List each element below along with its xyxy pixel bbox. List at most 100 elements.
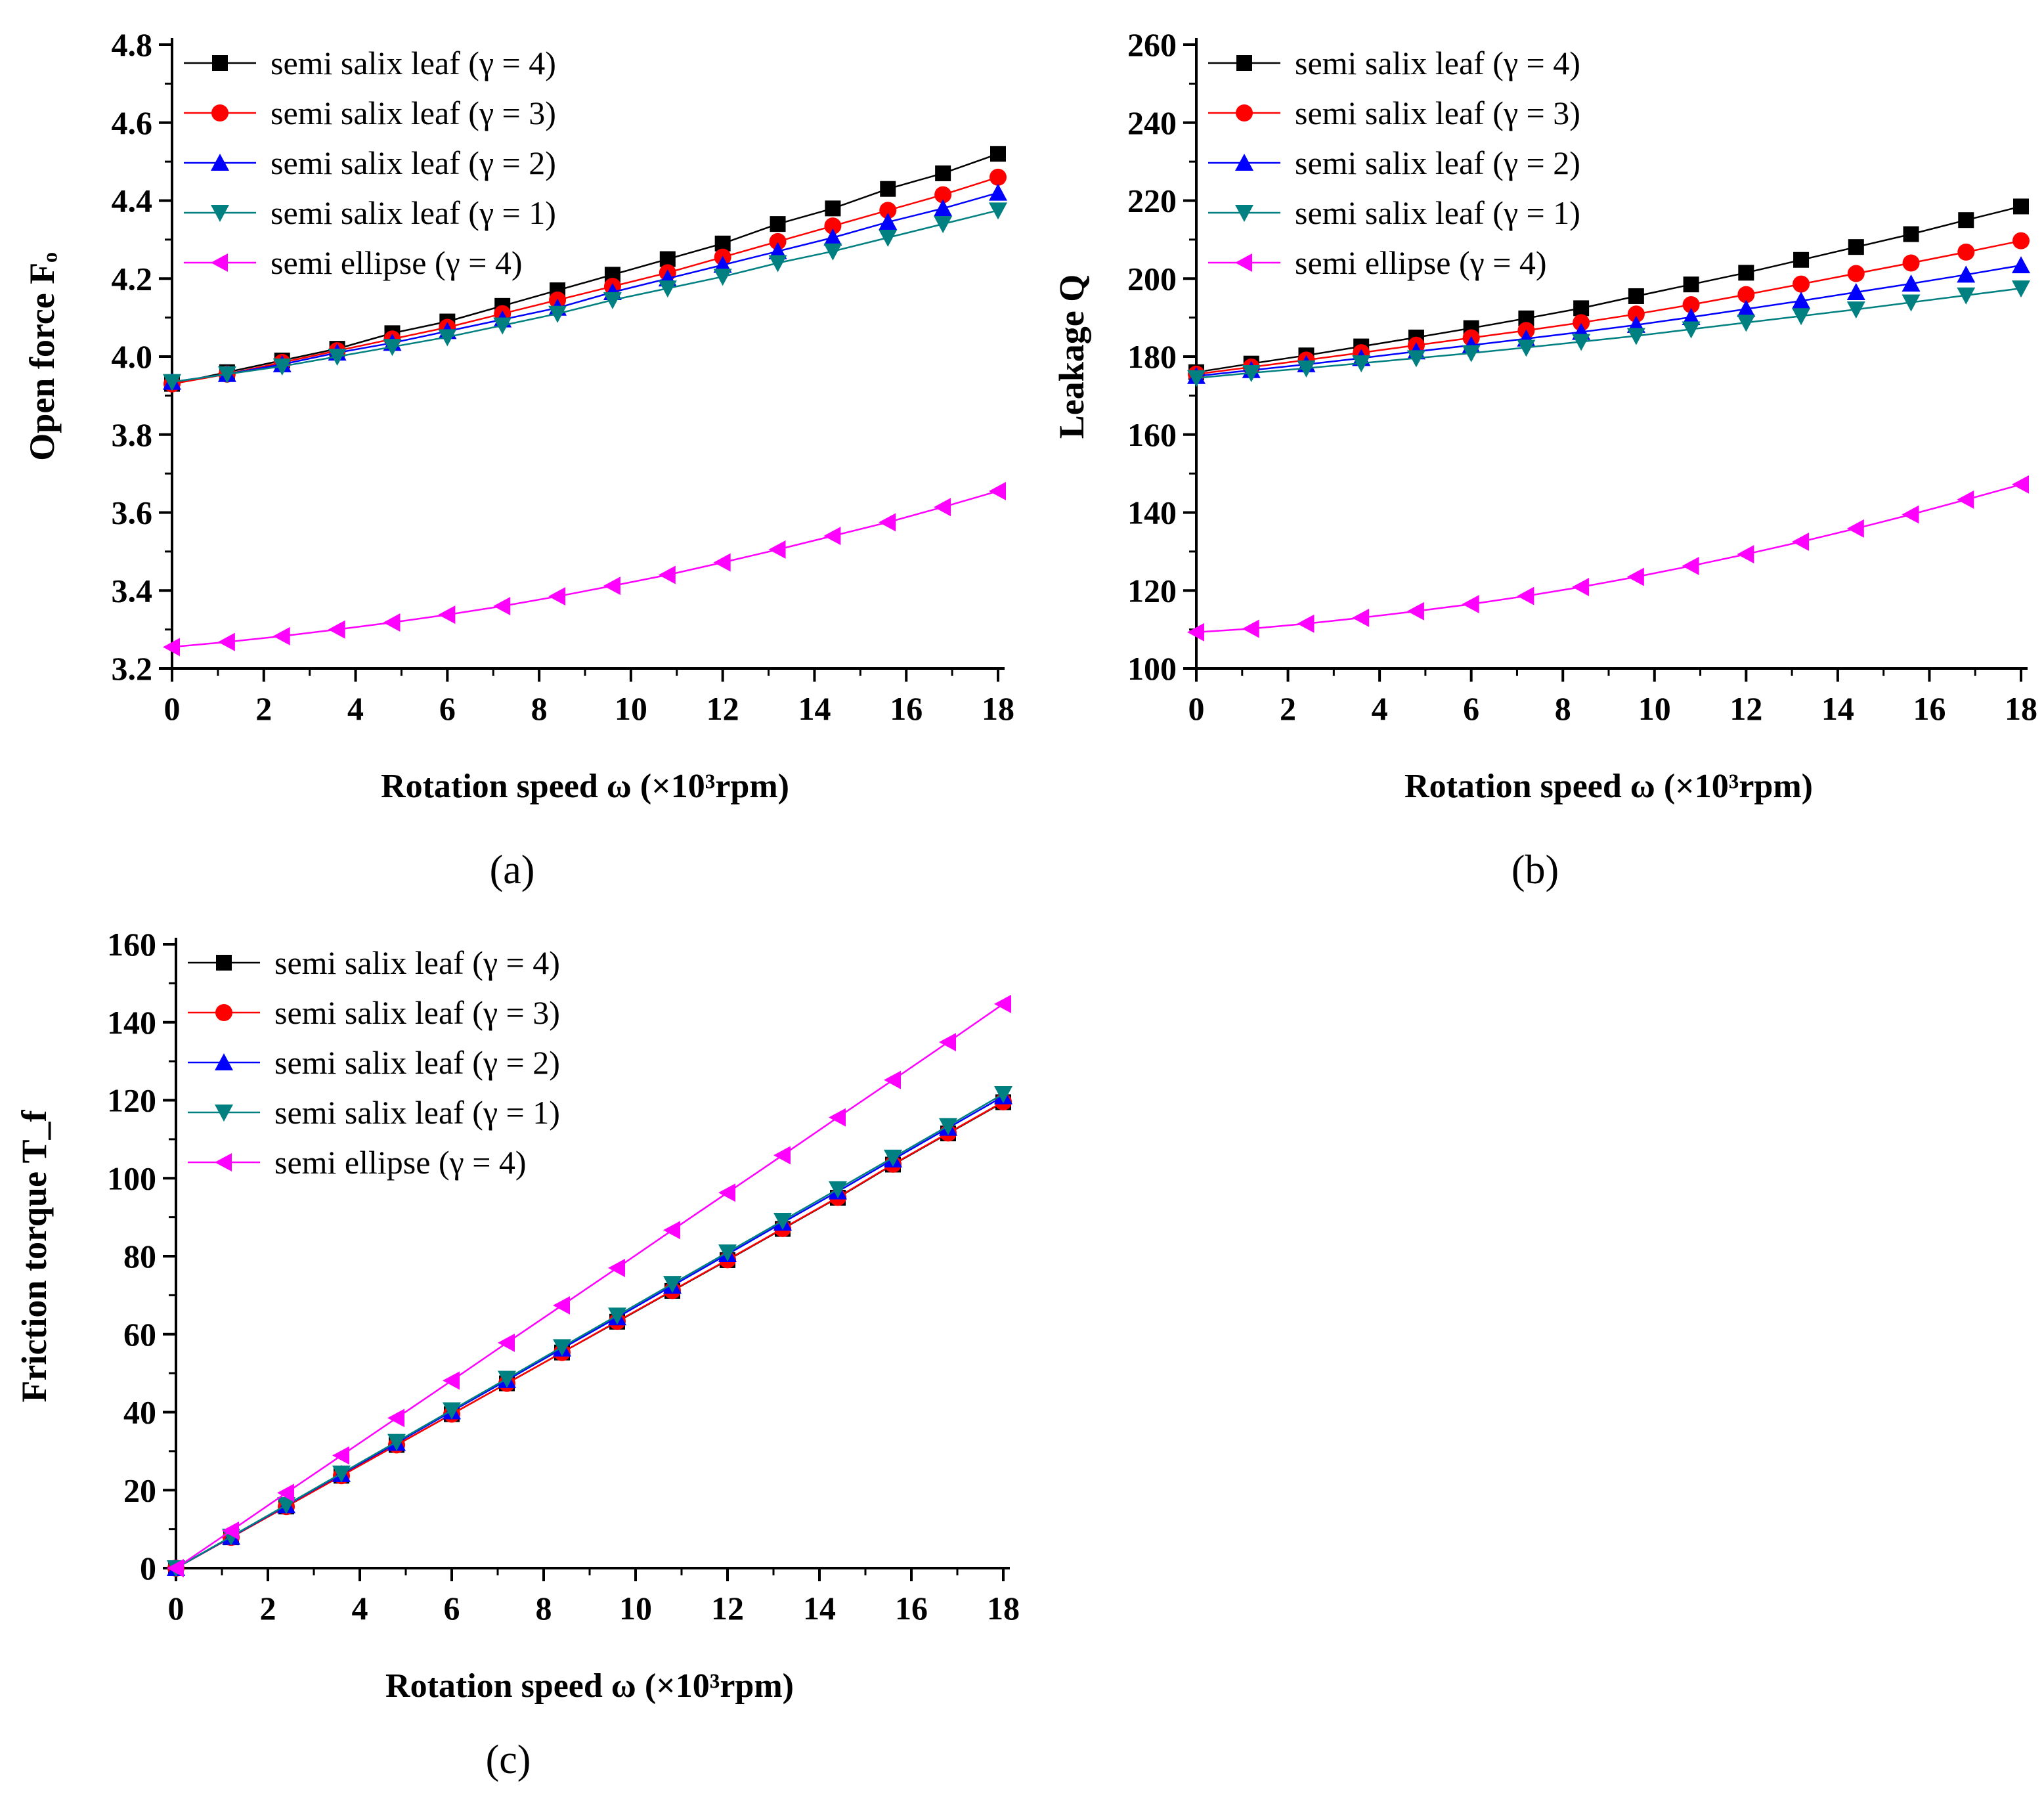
data-point-g1: [884, 1149, 902, 1167]
y-tick-label: 140: [107, 1004, 156, 1041]
data-point-el: [663, 1221, 680, 1240]
data-point-g2: [768, 242, 787, 259]
x-tick-label: 6: [439, 690, 456, 727]
series-line-g1: [1196, 287, 2022, 379]
data-point-g4: [825, 200, 841, 217]
data-point-el: [718, 1183, 735, 1202]
legend-label: semi salix leaf (γ = 4): [274, 944, 560, 981]
series-line-g4: [171, 153, 999, 385]
data-point-el: [498, 1333, 515, 1352]
y-tick-label: 20: [123, 1472, 156, 1508]
legend-marker: [1235, 154, 1253, 171]
data-point-g1: [498, 1370, 516, 1388]
data-point-g3: [989, 168, 1007, 186]
y-tick-label: 40: [123, 1394, 156, 1431]
x-tick-label: 12: [711, 1590, 744, 1627]
data-point-g4: [1793, 252, 1810, 268]
y-tick-label: 4.4: [112, 183, 153, 219]
data-point-g4: [1683, 276, 1699, 293]
data-point-el: [989, 481, 1006, 500]
data-point-el: [773, 1146, 791, 1165]
data-point-el: [332, 1446, 349, 1465]
y-tick-label: 140: [1127, 494, 1177, 531]
data-point-el: [553, 1296, 570, 1315]
x-tick-label: 14: [1821, 690, 1854, 727]
data-point-g1: [773, 1212, 792, 1230]
legend-label: semi ellipse (γ = 4): [274, 1144, 527, 1181]
data-point-g1: [1517, 339, 1536, 357]
data-point-g3: [1573, 314, 1590, 332]
data-point-el: [884, 1070, 901, 1089]
x-tick-label: 8: [536, 1590, 552, 1627]
data-point-g1: [989, 202, 1007, 220]
y-tick-label: 100: [107, 1160, 156, 1196]
data-point-g1: [1792, 308, 1811, 326]
data-point-g3: [1627, 305, 1645, 323]
x-tick-label: 0: [164, 690, 181, 727]
data-point-g1: [553, 1339, 571, 1357]
data-point-g3: [1793, 275, 1810, 293]
y-tick-label: 4.0: [112, 338, 153, 375]
data-point-el: [222, 1522, 239, 1540]
data-point-g2: [1792, 292, 1811, 309]
data-point-g1: [663, 1276, 682, 1294]
x-tick-label: 4: [352, 1590, 368, 1627]
data-point-el: [443, 1371, 460, 1390]
x-tick-label: 4: [347, 690, 364, 727]
data-point-el: [608, 1258, 625, 1277]
y-tick-label: 160: [1127, 416, 1177, 453]
data-point-g1: [217, 366, 236, 383]
x-tick-label: 8: [531, 690, 548, 727]
data-point-g4: [1738, 265, 1754, 281]
data-point-el: [713, 553, 731, 572]
data-point-g1: [879, 229, 898, 247]
data-point-el: [829, 1108, 846, 1127]
y-tick-label: 3.4: [112, 572, 153, 609]
data-point-el: [1846, 519, 1864, 538]
data-point-el: [1352, 608, 1370, 627]
series-line-g1: [175, 1093, 1004, 1569]
x-tick-label: 18: [982, 690, 1014, 727]
data-point-g1: [823, 243, 842, 261]
data-point-el: [1572, 577, 1590, 596]
data-point-g1: [1957, 287, 1976, 305]
data-point-el: [1406, 602, 1424, 621]
data-point-el: [1462, 595, 1479, 614]
y-tick-label: 120: [107, 1082, 156, 1119]
series-line-g3: [171, 176, 999, 385]
legend-marker: [211, 154, 229, 171]
y-tick-label: 4.2: [112, 260, 153, 297]
y-axis-label: Open force Fₒ: [22, 252, 62, 460]
data-point-g1: [272, 358, 292, 376]
data-point-g4: [1903, 226, 1919, 242]
legend-marker: [215, 1004, 232, 1021]
series-line-g2: [1196, 264, 2022, 377]
legend-marker: [211, 253, 228, 272]
data-point-g1: [658, 280, 677, 298]
legend-label: semi salix leaf (γ = 3): [1295, 95, 1580, 131]
data-point-g1: [939, 1118, 957, 1135]
legend-label: semi salix leaf (γ = 1): [271, 194, 556, 231]
data-point-g1: [332, 1465, 351, 1483]
panel-label: (b): [1511, 848, 1559, 892]
data-point-g1: [603, 292, 622, 309]
data-point-g2: [989, 183, 1007, 201]
data-point-g1: [1682, 321, 1701, 339]
data-point-g4: [935, 165, 951, 181]
legend-marker: [216, 955, 232, 971]
panel-b: 0 2 4 6 8 10 12 14 16 18 100 120 140 160 180 200 220 240 2…: [1052, 26, 2037, 892]
data-point-g3: [879, 202, 897, 219]
data-point-g1: [1187, 370, 1206, 387]
data-point-g3: [769, 232, 787, 250]
legend-label: semi salix leaf (γ = 4): [271, 45, 556, 81]
data-point-el: [1626, 567, 1644, 586]
data-point-g3: [1682, 296, 1700, 314]
data-point-g2: [823, 228, 842, 246]
data-point-g2: [1957, 265, 1976, 283]
legend-label: semi salix leaf (γ = 2): [1295, 144, 1580, 181]
data-point-g1: [1352, 355, 1371, 373]
data-point-g2: [1682, 308, 1701, 326]
data-point-g3: [824, 217, 842, 235]
data-point-g2: [1846, 283, 1865, 301]
